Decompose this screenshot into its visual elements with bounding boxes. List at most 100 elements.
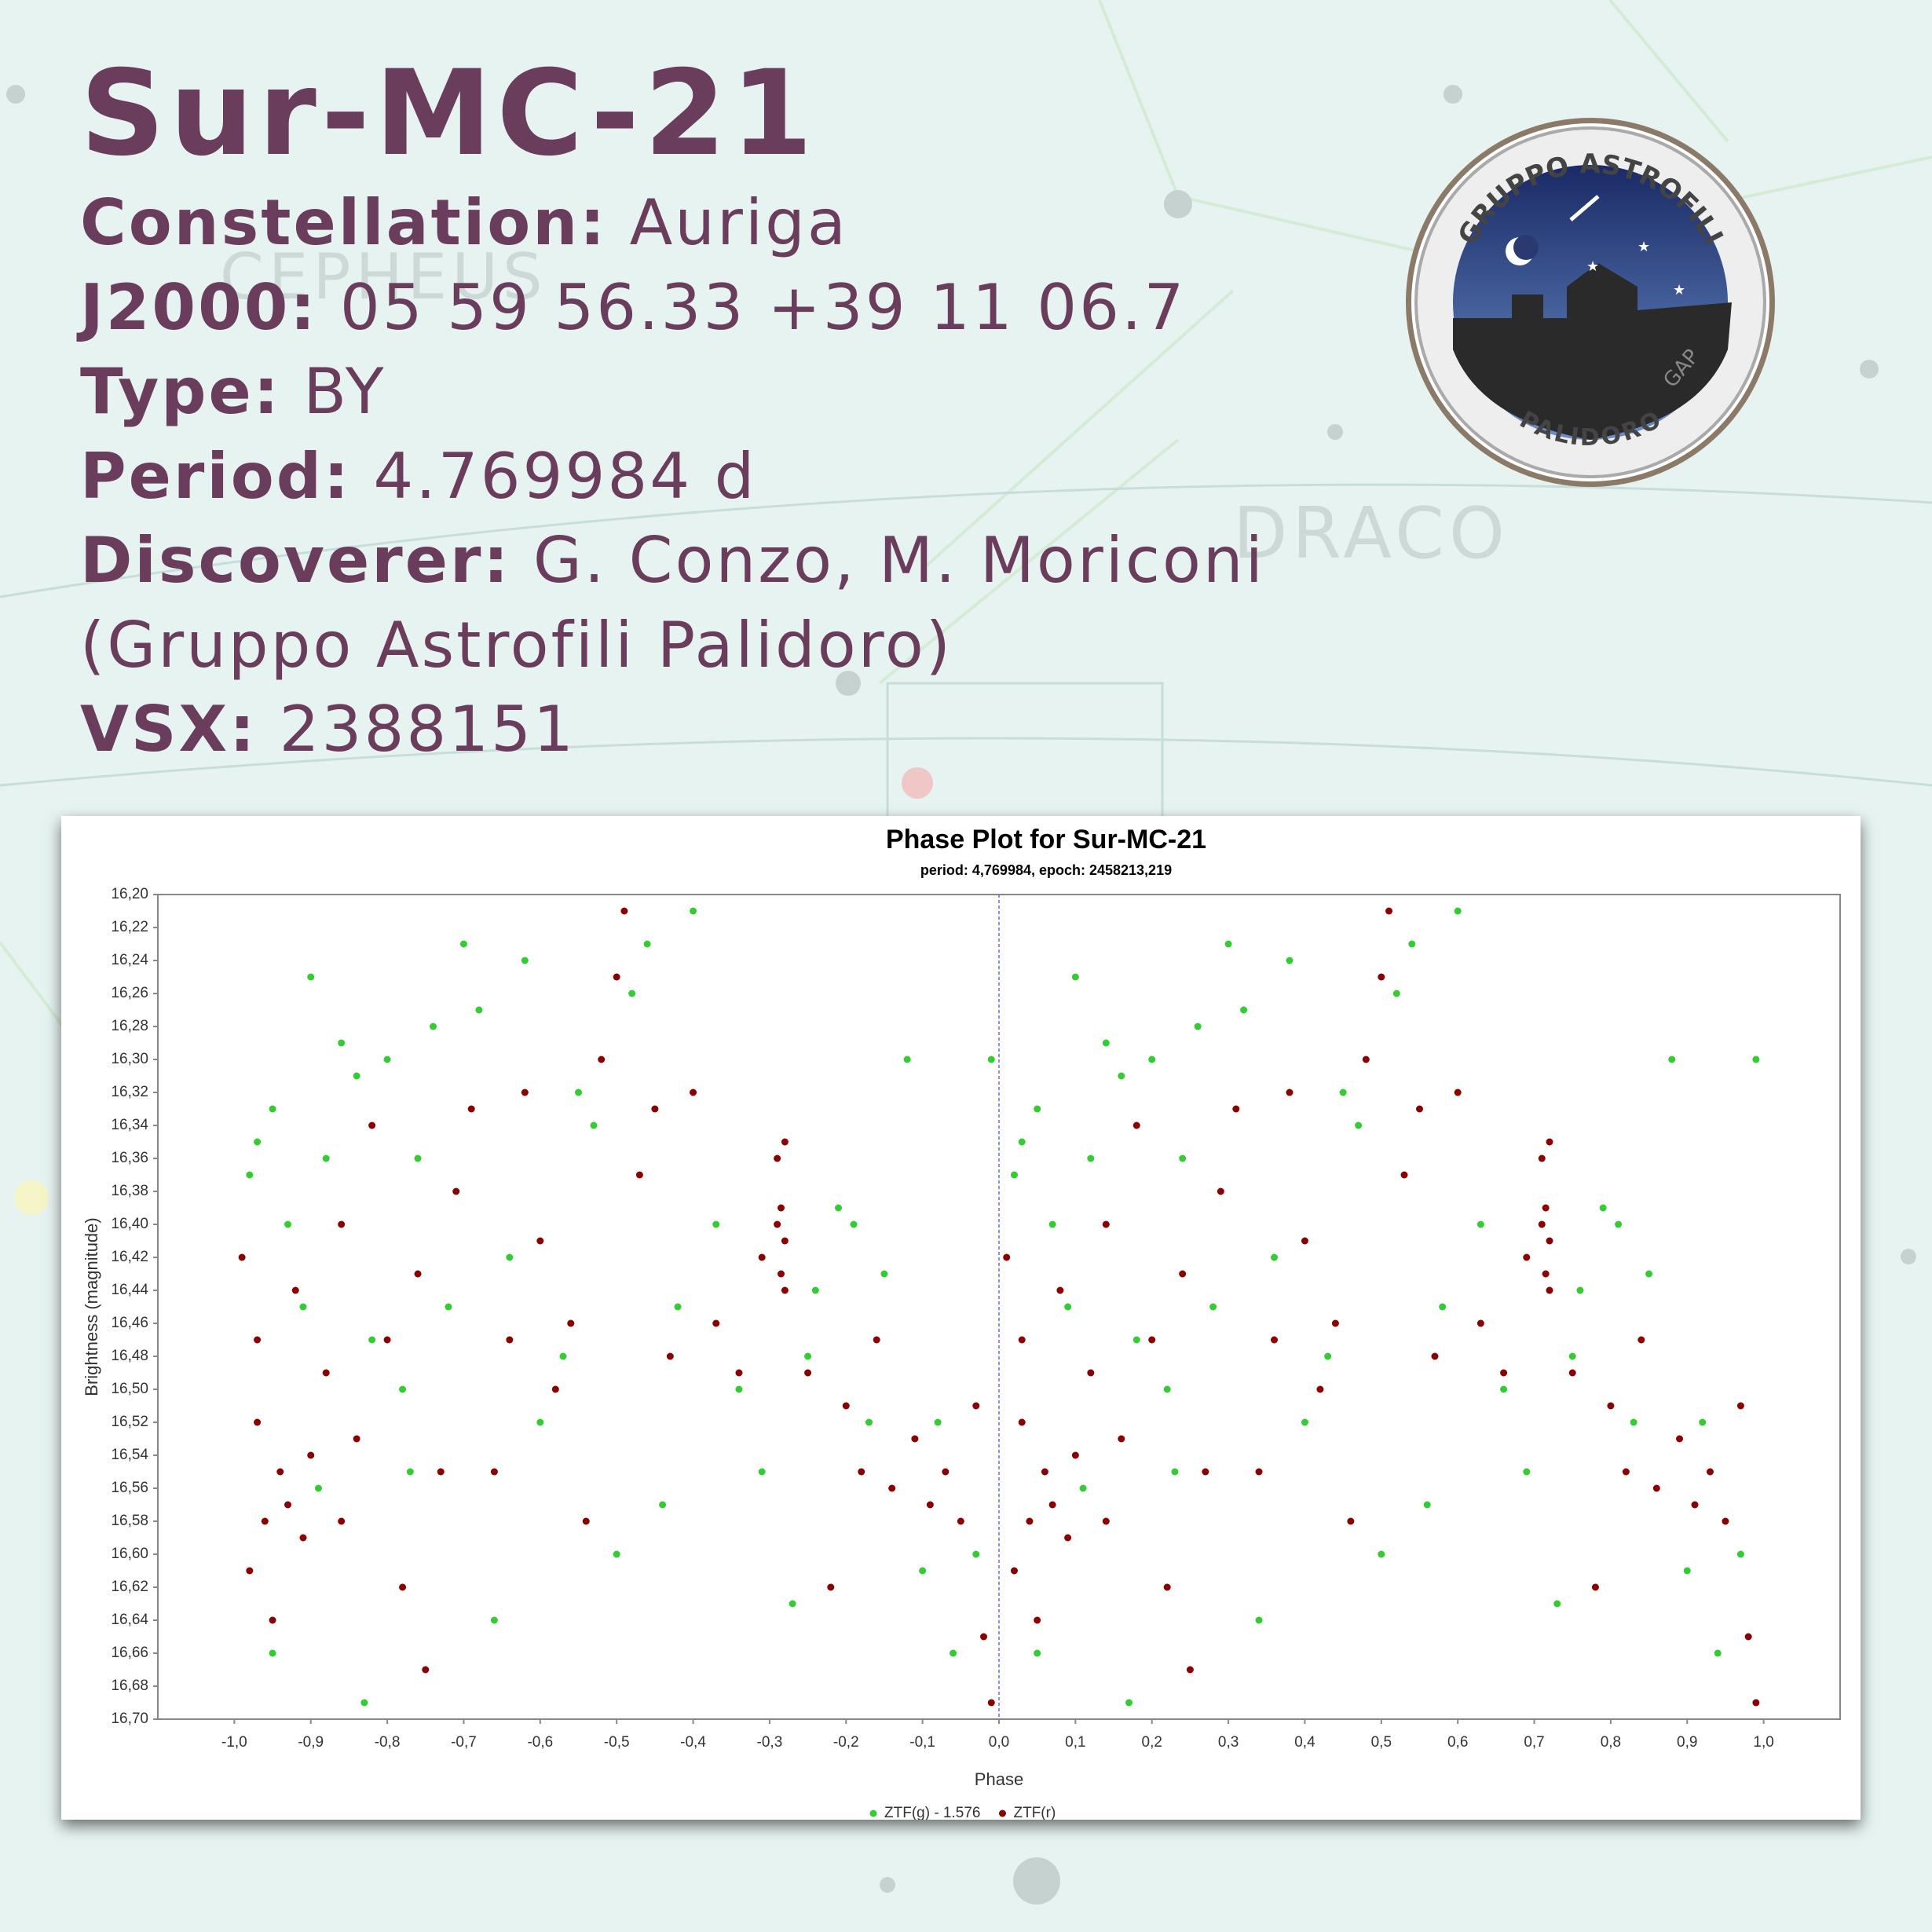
point (1041, 1468, 1048, 1476)
x-tick-label: 0,1 (1065, 1734, 1085, 1751)
point (674, 1303, 682, 1311)
point (246, 1567, 254, 1575)
point (452, 1187, 460, 1195)
point (261, 1517, 269, 1525)
point (353, 1435, 360, 1443)
point (1683, 1567, 1691, 1575)
point (399, 1385, 407, 1393)
point (1722, 1517, 1729, 1525)
point (1163, 1385, 1171, 1393)
point (1523, 1468, 1531, 1476)
legend-label: ZTF(r) (1013, 1805, 1056, 1820)
x-tick-label: 0,9 (1677, 1734, 1697, 1751)
point (1132, 1122, 1140, 1129)
point (1476, 1220, 1484, 1228)
point (1676, 1435, 1684, 1443)
point (804, 1369, 812, 1377)
title: Sur-MC-21 (80, 46, 818, 182)
point (735, 1385, 743, 1393)
point (521, 1089, 529, 1096)
y-tick-label: 16,46 (111, 1315, 148, 1331)
x-tick-label: -0,9 (298, 1734, 324, 1751)
point (1163, 1583, 1171, 1591)
chart-title: Phase Plot for Sur-MC-21 (886, 825, 1206, 854)
point (1034, 1649, 1041, 1657)
point (835, 1204, 843, 1212)
info-label: J2000: (80, 270, 318, 344)
point (582, 1517, 590, 1525)
point (1542, 1270, 1550, 1278)
point (238, 1253, 246, 1261)
point (980, 1633, 988, 1641)
point (1018, 1336, 1026, 1344)
y-tick-label: 16,64 (111, 1612, 148, 1628)
point (774, 1154, 781, 1162)
point (858, 1468, 865, 1476)
point (1668, 1056, 1676, 1063)
header: Sur-MC-21 Constellation: Auriga J2000: 05… (80, 47, 1265, 772)
x-tick-label: -0,8 (375, 1734, 401, 1751)
svg-text:DRACO: DRACO (1233, 492, 1509, 575)
x-tick-label: 0,6 (1447, 1734, 1468, 1751)
point (1599, 1204, 1607, 1212)
point (559, 1352, 567, 1360)
point (254, 1138, 262, 1146)
point (1064, 1534, 1072, 1542)
point (1752, 1056, 1760, 1063)
point (1630, 1418, 1637, 1426)
point (1706, 1468, 1714, 1476)
point (1186, 1666, 1194, 1674)
point (246, 1171, 254, 1179)
x-tick-label: 0,5 (1371, 1734, 1392, 1751)
point (368, 1122, 376, 1129)
point (1568, 1352, 1576, 1360)
point (1546, 1286, 1553, 1294)
point (1026, 1517, 1034, 1525)
legend-label: ZTF(g) - 1.576 (884, 1805, 980, 1820)
point (1148, 1336, 1156, 1344)
point (1048, 1501, 1056, 1509)
point (880, 1270, 888, 1278)
point (353, 1072, 360, 1080)
y-tick-label: 16,26 (111, 985, 148, 1001)
point (628, 990, 636, 997)
point (758, 1468, 766, 1476)
y-tick-label: 16,62 (111, 1579, 148, 1595)
point (1286, 1089, 1293, 1096)
y-tick-label: 16,52 (111, 1414, 148, 1430)
point (957, 1517, 964, 1525)
x-tick-label: 0,2 (1142, 1734, 1162, 1751)
y-tick-label: 16,24 (111, 952, 148, 968)
point (575, 1089, 582, 1096)
x-tick-label: -1,0 (221, 1734, 247, 1751)
point (291, 1286, 299, 1294)
point (1736, 1550, 1744, 1558)
point (1079, 1484, 1087, 1492)
info-line: J2000: 05 59 56.33 +39 11 06.7 (80, 265, 1265, 350)
point (1240, 1006, 1248, 1014)
point (307, 1451, 315, 1459)
y-tick-label: 16,50 (111, 1381, 148, 1397)
legend-marker (998, 1809, 1006, 1817)
point (269, 1105, 276, 1113)
point (735, 1369, 743, 1377)
point (1652, 1484, 1660, 1492)
x-tick-label: -0,6 (527, 1734, 553, 1751)
point (903, 1056, 911, 1063)
y-tick-label: 16,58 (111, 1513, 148, 1529)
point (1003, 1253, 1011, 1261)
point (712, 1220, 720, 1228)
info-label: Discoverer: (80, 524, 511, 597)
y-tick-label: 16,56 (111, 1480, 148, 1496)
x-tick-label: -0,1 (909, 1734, 935, 1751)
y-tick-label: 16,48 (111, 1348, 148, 1364)
info-line: Type: BY (80, 349, 1265, 434)
info-label: Period: (80, 439, 351, 513)
point (284, 1220, 292, 1228)
point (1454, 907, 1462, 915)
info-label: VSX: (80, 693, 258, 766)
x-tick-label: 0,7 (1524, 1734, 1544, 1751)
point (1736, 1402, 1744, 1410)
